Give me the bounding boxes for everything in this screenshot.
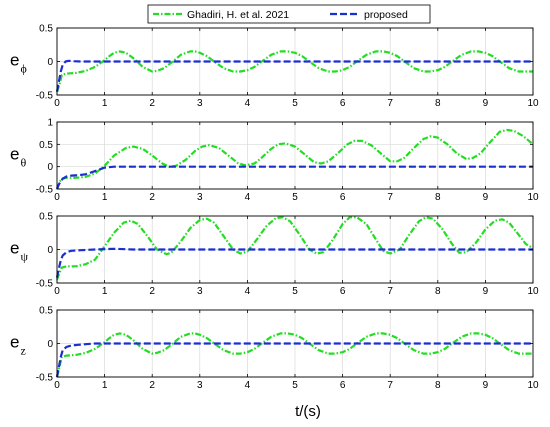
x-tick-label: 10 [527, 286, 539, 297]
y-axis-label-subscript: ψ [20, 250, 28, 264]
x-tick-label: 7 [387, 380, 393, 391]
y-tick-label: 0 [47, 162, 53, 173]
legend-label-ghadiri: Ghadiri, H. et al. 2021 [187, 9, 289, 21]
y-axis-label-main: e [10, 51, 19, 70]
x-tick-label: 6 [340, 380, 346, 391]
y-tick-label: -0.5 [36, 373, 54, 384]
x-tick-label: 7 [387, 98, 393, 109]
x-tick-label: 10 [527, 380, 539, 391]
y-axis-label-subscript: θ [20, 156, 26, 170]
legend-label-proposed: proposed [364, 9, 408, 21]
x-tick-label: 8 [435, 286, 441, 297]
x-tick-label: 1 [102, 286, 108, 297]
y-tick-label: -0.5 [36, 91, 54, 102]
x-tick-label: 5 [292, 192, 298, 203]
x-tick-label: 4 [245, 98, 251, 109]
x-tick-label: 9 [483, 98, 489, 109]
x-tick-label: 5 [292, 380, 298, 391]
subplot-4: 0 1 2 3 4 5 6 7 8 9 10-0.500.5ez [10, 306, 539, 392]
x-tick-label: 3 [197, 380, 203, 391]
legend-box [147, 4, 431, 24]
subplot-1: 0 1 2 3 4 5 6 7 8 9 10-0.500.5eϕ [10, 24, 539, 110]
x-tick-label: 1 [102, 98, 108, 109]
y-tick-label: 0 [47, 57, 53, 68]
series-line-ghadiri [55, 50, 533, 93]
series-line-ghadiri [55, 128, 534, 190]
series-line-ghadiri [55, 332, 533, 378]
x-tick-label: 0 [54, 286, 60, 297]
x-tick-label: 4 [245, 286, 251, 297]
y-axis-label: ez [10, 333, 26, 358]
x-tick-label: 10 [527, 192, 539, 203]
y-tick-label: 1 [47, 118, 53, 129]
y-axis-label: eψ [10, 239, 28, 264]
y-tick-label: 0 [47, 339, 53, 350]
x-tick-label: 2 [149, 98, 155, 109]
y-axis-label-main: e [10, 333, 19, 352]
x-tick-label: 3 [197, 98, 203, 109]
x-tick-label: 0 [54, 192, 60, 203]
x-tick-label: 10 [527, 98, 539, 109]
x-tick-label: 7 [387, 286, 393, 297]
y-axis-label-main: e [10, 239, 19, 258]
y-tick-label: 0 [47, 245, 53, 256]
x-tick-label: 0 [54, 380, 60, 391]
x-tick-label: 9 [483, 192, 489, 203]
x-tick-label: 7 [387, 192, 393, 203]
legend: Ghadiri, H. et al. 2021 proposed [147, 4, 431, 24]
x-tick-label: 3 [197, 192, 203, 203]
x-tick-label: 8 [435, 98, 441, 109]
x-tick-label: 9 [483, 380, 489, 391]
x-tick-label: 5 [292, 286, 298, 297]
series-line-proposed [55, 247, 533, 278]
x-tick-label: 1 [102, 380, 108, 391]
x-tick-label: 8 [435, 192, 441, 203]
y-axis-label-subscript: z [20, 344, 25, 358]
series-line-ghadiri [55, 216, 534, 280]
y-tick-label: 0.5 [39, 140, 53, 151]
y-tick-label: 0.5 [39, 24, 53, 35]
series-line-proposed [55, 165, 533, 190]
x-tick-label: 5 [292, 98, 298, 109]
x-tick-label: 6 [340, 192, 346, 203]
y-tick-label: -0.5 [36, 185, 54, 196]
x-tick-label: 0 [54, 98, 60, 109]
subplot-3: 0 1 2 3 4 5 6 7 8 9 10-0.500.5eψ [10, 212, 539, 298]
x-tick-label: 9 [483, 286, 489, 297]
y-axis-label-subscript: ϕ [20, 62, 26, 76]
x-tick-label: 4 [245, 380, 251, 391]
y-tick-label: 0.5 [39, 306, 53, 317]
series-line-proposed [55, 59, 533, 92]
y-axis-label-main: e [10, 145, 19, 164]
y-tick-label: -0.5 [36, 279, 54, 290]
x-tick-label: 6 [340, 286, 346, 297]
x-axis-label: t/(s) [295, 403, 321, 420]
x-tick-label: 1 [102, 192, 108, 203]
series-line-proposed [55, 342, 533, 378]
x-tick-label: 8 [435, 380, 441, 391]
x-tick-label: 2 [149, 192, 155, 203]
x-tick-label: 2 [149, 286, 155, 297]
x-tick-label: 3 [197, 286, 203, 297]
x-tick-label: 4 [245, 192, 251, 203]
y-axis-label: eϕ [10, 51, 27, 76]
y-tick-label: 0.5 [39, 212, 53, 223]
x-tick-label: 2 [149, 380, 155, 391]
x-tick-label: 6 [340, 98, 346, 109]
y-axis-label: eθ [10, 145, 26, 170]
